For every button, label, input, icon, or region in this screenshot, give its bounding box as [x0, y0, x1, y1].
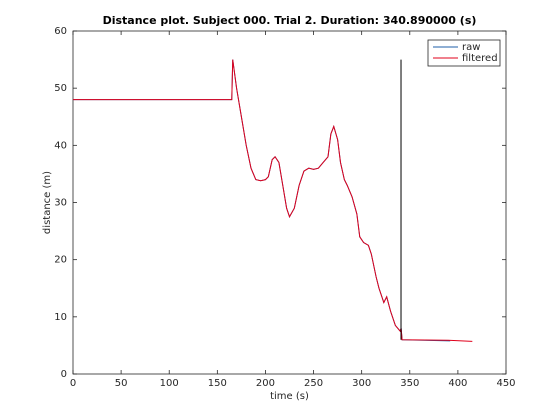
y-tick-label: 10	[54, 312, 67, 323]
y-tick-label: 20	[54, 255, 67, 266]
x-tick-label: 250	[304, 378, 323, 389]
y-tick-label: 30	[54, 198, 67, 209]
y-tick-label: 50	[54, 83, 67, 94]
plot-area	[72, 30, 507, 375]
data-line	[73, 59, 473, 342]
legend-label: filtered	[462, 53, 498, 64]
legend-label: raw	[462, 42, 480, 53]
x-tick-label: 150	[208, 378, 227, 389]
x-tick-label: 100	[160, 378, 179, 389]
x-tick-label: 350	[400, 378, 419, 389]
x-tick-label: 50	[115, 378, 128, 389]
x-tick-label: 300	[352, 378, 371, 389]
y-axis-label: distance (m)	[42, 171, 53, 234]
x-axis-label: time (s)	[270, 391, 309, 402]
x-tick-label: 400	[448, 378, 467, 389]
x-tick-label: 200	[256, 378, 275, 389]
legend-box	[427, 39, 501, 67]
chart-title: Distance plot. Subject 000. Trial 2. Dur…	[103, 14, 477, 27]
x-tick-label: 0	[70, 378, 76, 389]
y-tick-label: 0	[61, 369, 67, 380]
y-tick-label: 60	[54, 26, 67, 37]
y-tick-label: 40	[54, 140, 67, 151]
x-tick-label: 450	[496, 378, 515, 389]
